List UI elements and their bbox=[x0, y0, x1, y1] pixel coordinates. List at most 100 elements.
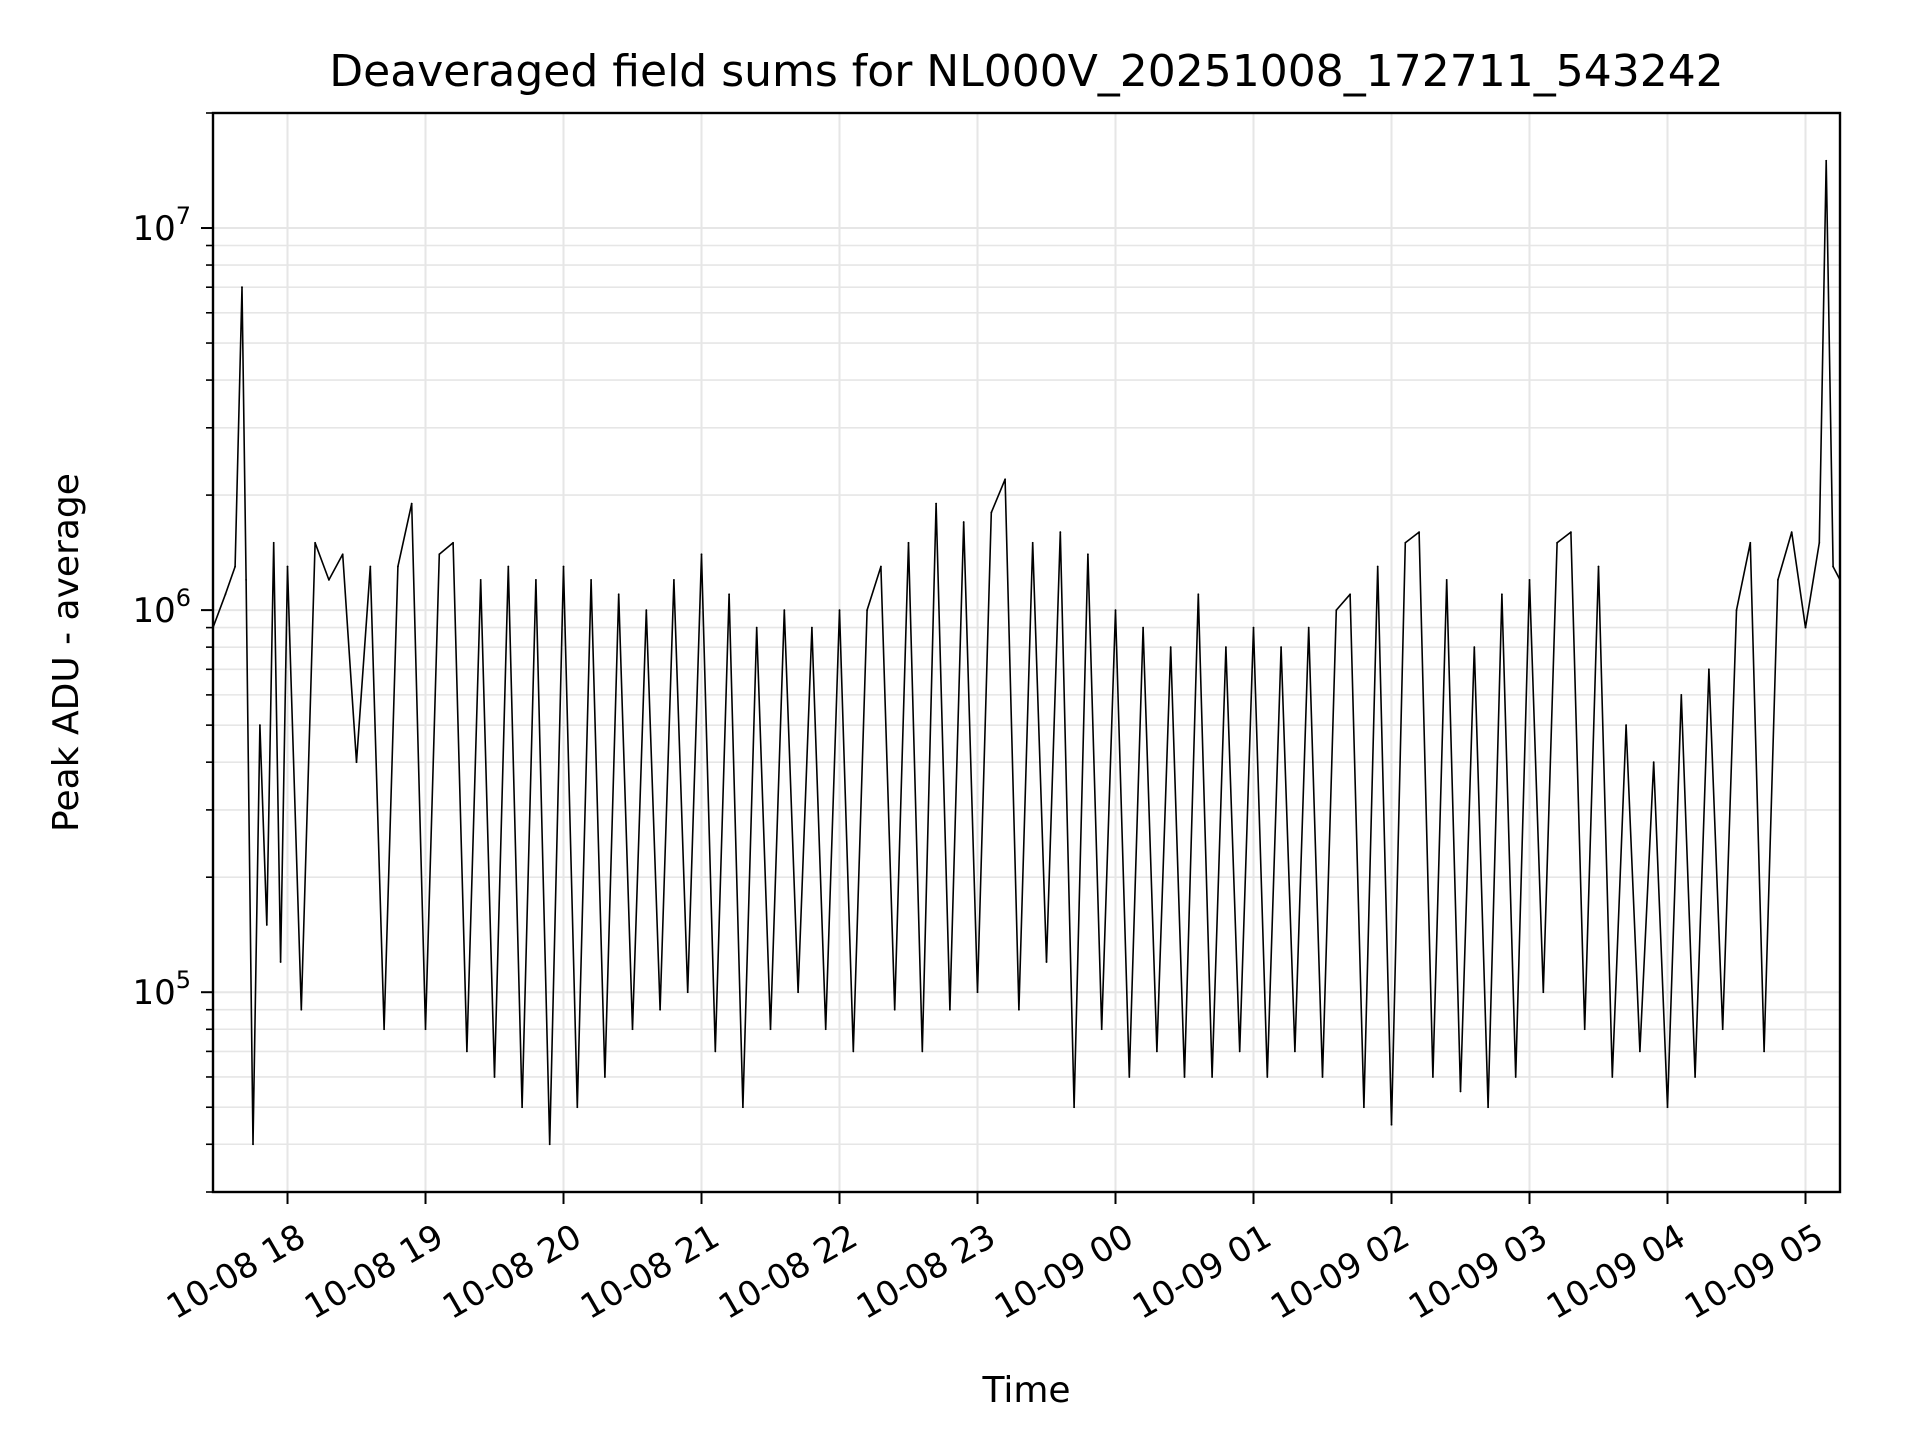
data-point bbox=[1197, 593, 1200, 596]
data-point bbox=[1639, 1050, 1641, 1053]
data-point bbox=[935, 502, 938, 505]
x-tick-label: 10-08 18 bbox=[160, 1217, 312, 1328]
chart-title: Deaveraged field sums for NL000V_2025100… bbox=[329, 46, 1723, 97]
data-point bbox=[241, 286, 243, 289]
data-point bbox=[852, 1050, 855, 1053]
data-point bbox=[1114, 609, 1117, 612]
data-series-line bbox=[212, 159, 1841, 1146]
data-point bbox=[1652, 761, 1655, 764]
data-point bbox=[949, 1008, 951, 1011]
data-point bbox=[562, 565, 565, 568]
data-point bbox=[1597, 565, 1600, 568]
data-point bbox=[1501, 593, 1503, 596]
data-point bbox=[314, 541, 317, 544]
data-point bbox=[755, 626, 758, 629]
data-point bbox=[272, 541, 275, 544]
data-point bbox=[1059, 531, 1062, 534]
data-point bbox=[1404, 541, 1407, 544]
data-point bbox=[1473, 646, 1476, 649]
data-series-layer bbox=[212, 159, 1841, 1146]
data-point bbox=[1790, 531, 1793, 534]
data-point bbox=[1459, 1090, 1462, 1093]
data-point bbox=[783, 609, 786, 612]
data-point bbox=[893, 1008, 896, 1011]
data-point bbox=[659, 1008, 662, 1011]
data-point bbox=[1514, 1076, 1517, 1078]
x-tick-label: 10-08 20 bbox=[436, 1217, 588, 1328]
data-point bbox=[1721, 1028, 1724, 1031]
y-tick-label: 106 bbox=[132, 584, 191, 631]
y-tick-label: 105 bbox=[132, 966, 191, 1013]
data-point bbox=[369, 565, 372, 568]
data-point bbox=[1418, 531, 1421, 534]
data-point bbox=[797, 991, 800, 994]
data-point bbox=[300, 1008, 303, 1011]
data-point bbox=[1556, 541, 1559, 544]
data-point bbox=[279, 961, 282, 963]
data-point bbox=[1542, 991, 1545, 994]
data-point bbox=[1073, 1106, 1076, 1109]
data-point bbox=[424, 1028, 427, 1031]
data-point bbox=[1252, 626, 1255, 629]
data-point bbox=[1294, 1050, 1296, 1053]
data-point bbox=[921, 1050, 924, 1053]
data-point bbox=[742, 1106, 744, 1109]
x-tick-label: 10-09 03 bbox=[1402, 1217, 1554, 1328]
data-point bbox=[1004, 478, 1007, 481]
data-point bbox=[907, 541, 910, 544]
data-point bbox=[1445, 578, 1448, 581]
data-point bbox=[1307, 626, 1310, 629]
data-point bbox=[1018, 1008, 1020, 1011]
x-tick-label: 10-08 19 bbox=[298, 1217, 450, 1328]
data-point bbox=[1694, 1076, 1697, 1078]
data-point bbox=[1735, 609, 1738, 612]
x-tick-label: 10-09 04 bbox=[1540, 1217, 1692, 1328]
data-point bbox=[1528, 578, 1531, 581]
data-point bbox=[1169, 646, 1172, 649]
data-point bbox=[1625, 724, 1628, 727]
data-point bbox=[631, 1028, 634, 1031]
data-point bbox=[259, 724, 261, 727]
data-point bbox=[1583, 1028, 1586, 1031]
data-point bbox=[507, 565, 510, 568]
data-point bbox=[548, 1143, 551, 1146]
data-point bbox=[962, 521, 965, 523]
data-point bbox=[824, 1028, 827, 1031]
data-point bbox=[590, 578, 593, 581]
data-point bbox=[1100, 1028, 1103, 1031]
data-point bbox=[1708, 668, 1710, 671]
x-tick-label: 10-09 02 bbox=[1264, 1217, 1416, 1328]
data-point bbox=[976, 991, 979, 994]
data-point bbox=[1376, 565, 1379, 568]
data-point bbox=[245, 578, 248, 581]
data-point bbox=[866, 609, 869, 612]
data-point bbox=[769, 1028, 772, 1031]
plot-frame bbox=[211, 111, 1842, 1194]
data-point bbox=[479, 578, 482, 581]
data-point bbox=[1238, 1050, 1241, 1053]
x-tick-label: 10-09 05 bbox=[1678, 1217, 1830, 1328]
y-axis-title: Peak ADU - average bbox=[46, 473, 87, 832]
data-point bbox=[355, 761, 358, 764]
data-point bbox=[383, 1028, 386, 1031]
data-point bbox=[1335, 609, 1338, 612]
data-point bbox=[493, 1076, 496, 1078]
x-axis-title: Time bbox=[981, 1370, 1070, 1411]
data-point bbox=[673, 578, 675, 581]
data-point bbox=[1432, 1076, 1434, 1078]
data-point bbox=[286, 565, 289, 568]
x-tick-label: 10-08 22 bbox=[712, 1217, 864, 1328]
y-axis-ticks: 105 106 107 bbox=[132, 112, 213, 1193]
data-point bbox=[1156, 1050, 1158, 1053]
data-point bbox=[1045, 961, 1048, 963]
data-point bbox=[576, 1106, 579, 1109]
data-point bbox=[1225, 646, 1227, 649]
data-point bbox=[1087, 553, 1089, 556]
data-point bbox=[224, 593, 227, 596]
data-point bbox=[252, 1143, 254, 1146]
data-point bbox=[604, 1076, 606, 1078]
x-tick-label: 10-09 01 bbox=[1126, 1217, 1278, 1328]
data-point bbox=[1031, 541, 1034, 544]
data-point bbox=[1832, 565, 1835, 568]
